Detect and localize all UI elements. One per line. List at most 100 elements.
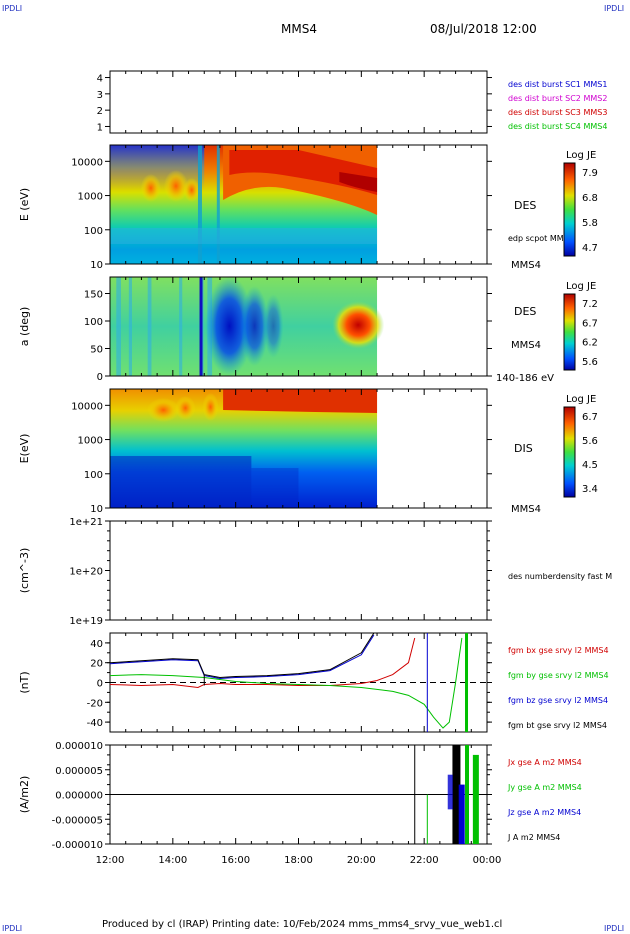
- panel-extra-label: MMS4: [511, 340, 541, 351]
- current-series-line: [452, 745, 461, 844]
- spectrogram-region: [240, 286, 269, 366]
- colorbar-tick-label: 7.2: [582, 299, 598, 310]
- current-legend-item: Jy gse A m2 MMS4: [507, 783, 582, 792]
- burst-legend-item: des dist burst SC1 MMS1: [508, 80, 607, 89]
- burst-legend-item: des dist burst SC3 MMS3: [508, 108, 607, 117]
- spectrogram-region: [147, 277, 152, 376]
- y-tick-label: 0.000010: [55, 741, 103, 752]
- y-axis-label: (A/m2): [18, 776, 31, 814]
- y-tick-label: 1: [97, 122, 103, 133]
- colorbar-tick-label: 6.2: [582, 338, 598, 349]
- colorbar-tick-label: 6.7: [582, 412, 598, 423]
- fgm-series-line: [110, 634, 375, 680]
- corner-label-tl: IPDLI: [2, 4, 23, 13]
- spectrogram-region: [175, 396, 196, 420]
- y-tick-label: 1e+21: [69, 517, 103, 528]
- y-tick-label: 3: [97, 90, 103, 101]
- spectrogram-region: [332, 301, 385, 349]
- spacecraft-title: MMS4: [281, 22, 317, 36]
- fgm-legend-item: fgm bx gse srvy l2 MMS4: [508, 646, 609, 655]
- current-series-line: [458, 784, 465, 844]
- y-tick-label: -0.000005: [52, 815, 103, 826]
- spectrogram-region: [128, 277, 132, 376]
- colorbar: [563, 162, 576, 257]
- spectrogram-region: [183, 178, 200, 202]
- y-tick-label: 150: [84, 290, 103, 301]
- colorbar-title: Log JE: [566, 150, 596, 161]
- panel-label: DES: [514, 305, 536, 318]
- y-tick-label: 1000: [78, 436, 103, 447]
- y-tick-label: -0.000010: [52, 840, 103, 851]
- burst-panel-frame: [109, 70, 488, 134]
- des-energy-spectrogram: [110, 145, 378, 264]
- des-pitch-spectrogram: [110, 276, 385, 376]
- spectrogram-region: [179, 277, 183, 376]
- y-tick-label: 1e+19: [69, 616, 103, 627]
- x-tick-label: 14:00: [158, 855, 187, 866]
- x-tick-label: 12:00: [96, 855, 125, 866]
- y-axis-label: E(eV): [18, 434, 31, 464]
- y-tick-label: 20: [90, 659, 103, 670]
- fgm-series-line: [110, 633, 375, 679]
- y-tick-label: 10000: [71, 401, 103, 412]
- y-tick-label: 0: [97, 679, 103, 690]
- colorbar-tick-label: 4.7: [582, 243, 598, 254]
- spectrogram-region: [110, 228, 378, 244]
- current-lines: [110, 745, 487, 844]
- x-tick-label: 18:00: [284, 855, 313, 866]
- density-panel-frame: [109, 520, 488, 621]
- density-legend-item: des numberdensity fast M: [508, 572, 612, 581]
- datetime-title: 08/Jul/2018 12:00: [430, 22, 537, 36]
- colorbar-tick-label: 6.8: [582, 193, 598, 204]
- current-series-line: [447, 774, 453, 810]
- current-legend-item: Jx gse A m2 MMS4: [507, 758, 582, 767]
- spectrogram-region: [197, 145, 202, 264]
- colorbar-tick-label: 5.6: [582, 357, 598, 368]
- y-tick-label: -40: [87, 718, 103, 729]
- fgm-lines: [110, 633, 487, 732]
- x-tick-label: 16:00: [221, 855, 250, 866]
- panel-extra-label: edp scpot MMS4: [508, 234, 574, 243]
- y-axis-label: (nT): [18, 671, 31, 693]
- colorbar-tick-label: 3.4: [582, 484, 598, 495]
- colorbar-tick-label: 5.6: [582, 436, 598, 447]
- fgm-series-line: [110, 637, 463, 729]
- colorbar: [563, 406, 576, 498]
- spectrogram-region: [116, 277, 121, 376]
- y-tick-label: 100: [84, 470, 103, 481]
- panel-bottom-label: MMS4: [511, 504, 541, 515]
- spectrogram-region: [202, 393, 219, 421]
- y-axis-label: E (eV): [18, 188, 31, 221]
- y-tick-label: 10000: [71, 157, 103, 168]
- y-tick-label: 10: [90, 260, 103, 271]
- spectrogram-region: [251, 468, 299, 508]
- colorbar-tick-label: 5.8: [582, 218, 598, 229]
- current-legend-item: Jz gse A m2 MMS4: [507, 808, 581, 817]
- colorbar: [563, 293, 576, 371]
- spectrogram-region: [140, 174, 161, 202]
- fgm-legend-item: fgm bt gse srvy l2 MMS4: [508, 721, 607, 730]
- colorbar-tick-label: 6.7: [582, 318, 598, 329]
- corner-label-br: IPDLI: [604, 924, 625, 933]
- y-tick-label: 40: [90, 639, 103, 650]
- y-tick-label: 50: [90, 345, 103, 356]
- fgm-legend-item: fgm bz gse srvy l2 MMS4: [508, 696, 608, 705]
- y-tick-label: 2: [97, 106, 103, 117]
- y-tick-label: -20: [87, 698, 103, 709]
- y-tick-label: 100: [84, 317, 103, 328]
- current-series-line: [465, 745, 470, 844]
- y-tick-label: 10: [90, 504, 103, 515]
- y-tick-label: 0.000005: [55, 766, 103, 777]
- x-tick-label: 22:00: [410, 855, 439, 866]
- spectrogram-region: [199, 277, 203, 376]
- corner-label-bl: IPDLI: [2, 924, 23, 933]
- dis-energy-spectrogram: [110, 389, 378, 508]
- panel-bottom-label: 140-186 eV: [496, 373, 554, 384]
- panel-bottom-label: MMS4: [511, 260, 541, 271]
- spectrogram-region: [205, 276, 254, 376]
- spectrogram-region: [163, 170, 188, 202]
- y-tick-label: 0.000000: [55, 791, 103, 802]
- colorbar-title: Log JE: [566, 281, 596, 292]
- burst-legend-item: des dist burst SC4 MMS4: [508, 122, 607, 131]
- current-series-line: [472, 754, 479, 844]
